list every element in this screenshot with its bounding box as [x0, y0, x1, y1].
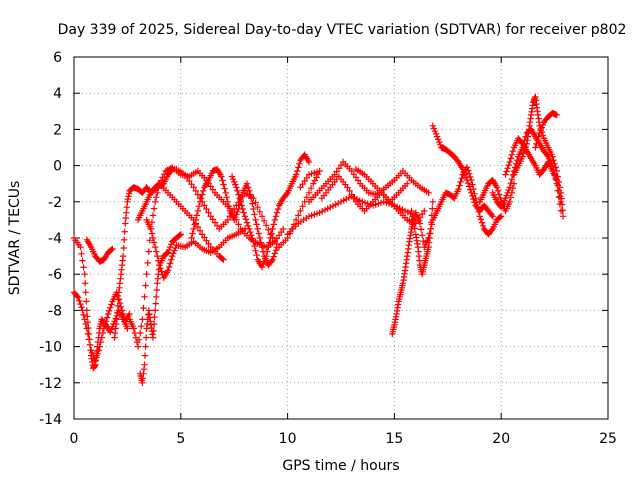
data-point-marks [433, 164, 505, 238]
x-tick-label: 10 [279, 431, 297, 447]
data-segment [137, 231, 184, 386]
y-tick-label: -8 [48, 303, 62, 319]
data-point-marks [408, 198, 436, 278]
y-tick-label: 0 [53, 159, 62, 175]
y-tick-label: -12 [39, 376, 62, 392]
y-tick-label: -4 [48, 231, 62, 247]
data-segment [433, 164, 505, 238]
data-point-marks [352, 166, 411, 205]
data-segment [352, 166, 411, 205]
data-point-marks [137, 231, 184, 386]
data-segment [510, 93, 567, 220]
data-point-marks [173, 166, 323, 251]
chart-grid [74, 57, 608, 419]
x-tick-label: 25 [599, 431, 617, 447]
data-point-marks [83, 236, 116, 265]
y-tick-label: 4 [53, 86, 62, 102]
data-segment [408, 198, 436, 278]
data-segment [305, 158, 432, 205]
x-tick-label: 0 [70, 431, 79, 447]
y-tick-label: -2 [48, 195, 62, 211]
y-axis-label: SDTVAR / TECUs [7, 181, 23, 296]
data-segment [143, 216, 249, 281]
data-series [70, 93, 567, 386]
y-tick-label: 6 [53, 50, 62, 66]
chart-title: Day 339 of 2025, Sidereal Day-to-day VTE… [58, 22, 627, 38]
y-tick-label: -6 [48, 267, 62, 283]
y-tick-label: 2 [53, 122, 62, 138]
data-segment [502, 135, 565, 205]
y-tick-label: -10 [39, 340, 62, 356]
data-segment [228, 151, 313, 271]
data-point-marks [134, 180, 227, 263]
y-axis: 6 4 2 0 -2 -4 -6 -8 -10 -12 -14 [39, 50, 608, 428]
x-tick-label: 5 [176, 431, 185, 447]
data-segment [429, 122, 496, 220]
data-point-marks [532, 109, 560, 151]
data-point-marks [429, 122, 496, 220]
x-axis: 0 5 10 15 20 25 [70, 57, 617, 447]
x-tick-label: 15 [385, 431, 403, 447]
x-tick-label: 20 [492, 431, 510, 447]
data-point-marks [305, 158, 432, 205]
data-point-marks [510, 93, 567, 220]
data-segment [532, 109, 560, 151]
data-point-marks [143, 216, 249, 281]
data-segment [83, 236, 116, 265]
data-point-marks [228, 151, 313, 271]
data-segment [134, 180, 227, 263]
y-tick-label: -14 [39, 412, 62, 428]
x-axis-label: GPS time / hours [282, 458, 399, 474]
data-point-marks [502, 135, 565, 205]
data-segment [173, 166, 323, 251]
